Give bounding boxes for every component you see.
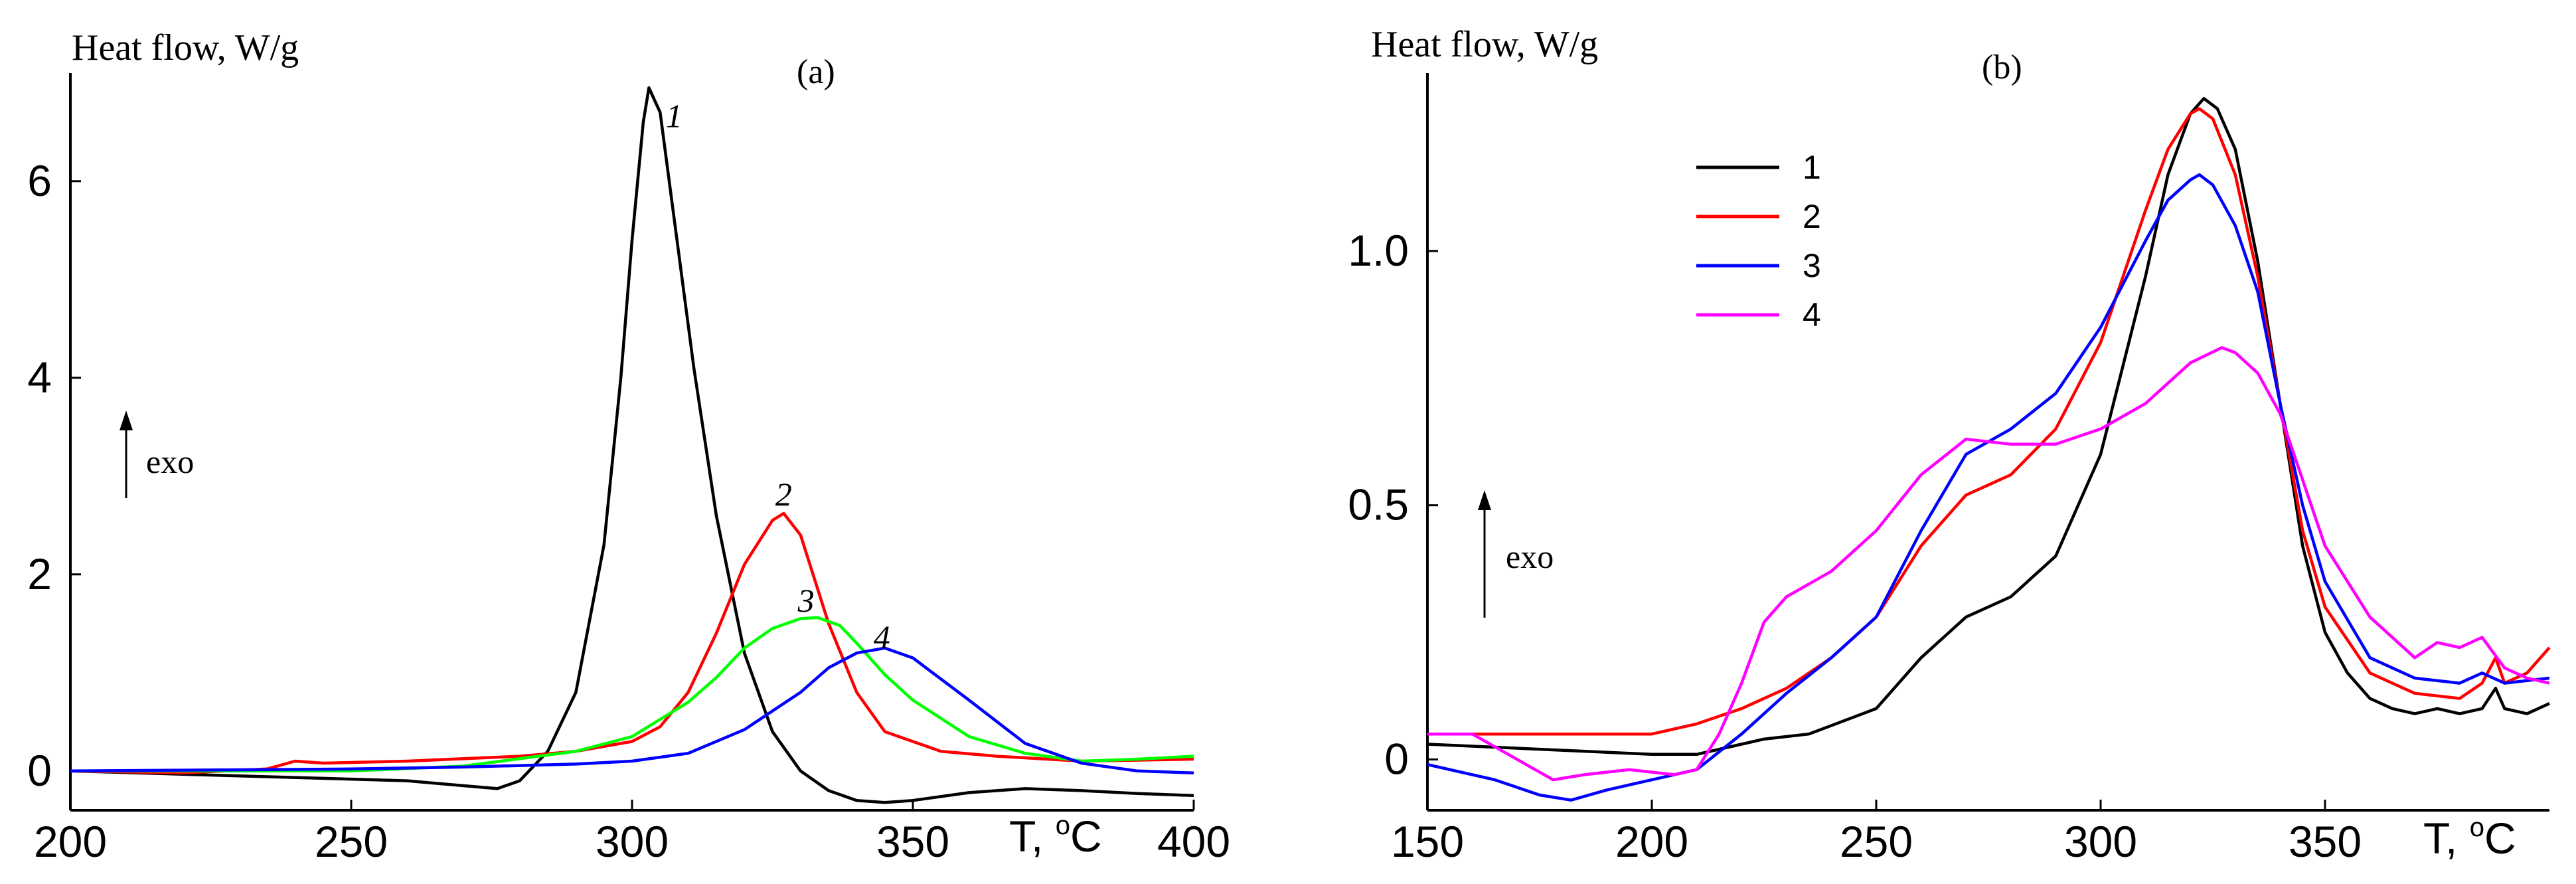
y-tick-label-b-1: 0.5	[1348, 480, 1409, 529]
curve-label-a-3: 3	[797, 582, 815, 619]
curve-label-a-1: 1	[666, 97, 683, 134]
x-tick-label-b-2: 250	[1840, 817, 1913, 866]
legend-b: 1 2 3 4	[1696, 149, 1821, 333]
ticks-a: 200 250 300 350 400 0 2 4 6	[27, 156, 1230, 866]
exo-indicator-a: exo	[120, 410, 194, 498]
x-tick-label-b-3: 300	[2064, 817, 2137, 866]
x-tick-label-b-0: 150	[1391, 817, 1464, 866]
exo-label-b: exo	[1506, 538, 1554, 575]
x-tick-label-a-0: 200	[34, 817, 107, 866]
y-tick-label-b-0: 0	[1384, 734, 1409, 783]
series-group-b	[1427, 97, 2551, 802]
y-axis-title-a: Heat flow, W/g	[72, 27, 299, 68]
axis-frame-b	[1426, 73, 2549, 812]
y-tick-label-a-1: 2	[27, 549, 52, 598]
panel-label-a: (a)	[797, 53, 835, 91]
exo-arrow-icon-a	[120, 410, 133, 430]
x-axis-title-a: T, oC	[1009, 811, 1102, 861]
series-line-a-3	[70, 616, 1194, 773]
legend-label-2: 2	[1803, 198, 1821, 235]
y-tick-label-a-2: 4	[27, 353, 52, 402]
legend-label-1: 1	[1803, 149, 1821, 186]
x-tick-label-a-4: 400	[1157, 817, 1230, 866]
series-group-a	[70, 86, 1194, 804]
legend-label-4: 4	[1803, 296, 1821, 333]
exo-arrow-icon-b	[1478, 490, 1491, 510]
series-line-b-1	[1427, 97, 2550, 756]
y-axis-title-b: Heat flow, W/g	[1371, 24, 1598, 65]
series-line-a-2	[70, 511, 1194, 775]
x-tick-label-b-1: 200	[1615, 817, 1688, 866]
curve-label-a-2: 2	[775, 476, 792, 513]
x-tick-label-a-1: 250	[315, 817, 388, 866]
exo-indicator-b: exo	[1478, 490, 1554, 618]
exo-label-a: exo	[146, 443, 194, 480]
series-line-b-3	[1427, 173, 2550, 802]
curve-label-a-4: 4	[874, 618, 890, 656]
x-tick-label-b-4: 350	[2289, 817, 2362, 866]
y-tick-label-a-0: 0	[27, 746, 52, 795]
legend-label-3: 3	[1803, 247, 1821, 284]
y-tick-label-b-2: 1.0	[1348, 226, 1409, 275]
curve-labels-a: 1 2 3 4	[666, 97, 890, 655]
series-line-b-4	[1427, 346, 2550, 782]
x-axis-title-b: T, oC	[2423, 813, 2516, 863]
series-line-a-4	[70, 646, 1194, 775]
panel-label-b: (b)	[1982, 48, 2022, 86]
y-tick-label-a-3: 6	[27, 156, 52, 205]
x-tick-label-a-3: 350	[876, 817, 949, 866]
x-tick-label-a-2: 300	[596, 817, 669, 866]
chart-panel-b: 150 200 250 300 350 0 0.5 1.0 Heat flow, W/g (b…	[1348, 24, 2551, 866]
axis-frame-a	[69, 73, 1194, 812]
series-line-a-1	[70, 86, 1194, 804]
series-line-b-2	[1427, 107, 2551, 736]
ticks-b: 150 200 250 300 350 0 0.5 1.0	[1348, 226, 2362, 866]
